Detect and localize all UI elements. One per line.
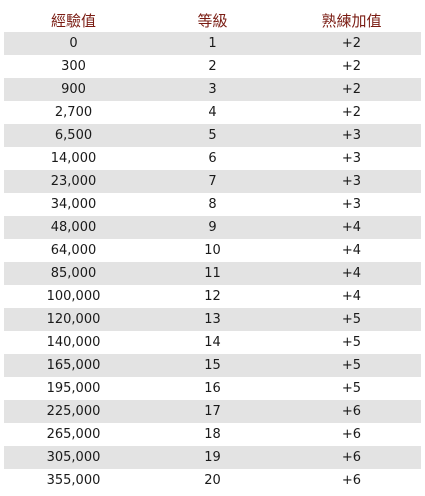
cell-proficiency-bonus: +5 [282, 308, 421, 331]
cell-proficiency-bonus: +5 [282, 377, 421, 400]
cell-proficiency-bonus: +3 [282, 170, 421, 193]
cell-experience: 355,000 [4, 469, 143, 492]
cell-experience: 225,000 [4, 400, 143, 423]
cell-experience: 120,000 [4, 308, 143, 331]
cell-proficiency-bonus: +6 [282, 400, 421, 423]
cell-level: 15 [143, 354, 282, 377]
cell-experience: 0 [4, 32, 143, 55]
cell-level: 18 [143, 423, 282, 446]
cell-level: 9 [143, 216, 282, 239]
cell-proficiency-bonus: +2 [282, 101, 421, 124]
cell-level: 4 [143, 101, 282, 124]
cell-experience: 265,000 [4, 423, 143, 446]
cell-level: 13 [143, 308, 282, 331]
cell-proficiency-bonus: +4 [282, 216, 421, 239]
cell-level: 11 [143, 262, 282, 285]
table-row: 6,500 5 +3 [4, 124, 421, 147]
cell-proficiency-bonus: +6 [282, 469, 421, 492]
cell-level: 20 [143, 469, 282, 492]
cell-experience: 2,700 [4, 101, 143, 124]
table-row: 100,000 12 +4 [4, 285, 421, 308]
table-row: 300 2 +2 [4, 55, 421, 78]
cell-proficiency-bonus: +2 [282, 55, 421, 78]
cell-experience: 85,000 [4, 262, 143, 285]
table-header-row: 經驗值 等級 熟練加值 [4, 8, 421, 32]
cell-level: 14 [143, 331, 282, 354]
table-row: 64,000 10 +4 [4, 239, 421, 262]
cell-proficiency-bonus: +4 [282, 239, 421, 262]
cell-experience: 34,000 [4, 193, 143, 216]
cell-level: 19 [143, 446, 282, 469]
table-row: 120,000 13 +5 [4, 308, 421, 331]
cell-experience: 300 [4, 55, 143, 78]
cell-proficiency-bonus: +2 [282, 32, 421, 55]
cell-proficiency-bonus: +5 [282, 331, 421, 354]
cell-level: 2 [143, 55, 282, 78]
cell-proficiency-bonus: +4 [282, 262, 421, 285]
cell-level: 3 [143, 78, 282, 101]
table-row: 195,000 16 +5 [4, 377, 421, 400]
cell-proficiency-bonus: +2 [282, 78, 421, 101]
table-row: 355,000 20 +6 [4, 469, 421, 492]
cell-experience: 48,000 [4, 216, 143, 239]
cell-level: 10 [143, 239, 282, 262]
header-level: 等級 [197, 11, 228, 30]
cell-proficiency-bonus: +6 [282, 423, 421, 446]
cell-experience: 100,000 [4, 285, 143, 308]
cell-experience: 900 [4, 78, 143, 101]
cell-experience: 140,000 [4, 331, 143, 354]
cell-proficiency-bonus: +5 [282, 354, 421, 377]
cell-experience: 14,000 [4, 147, 143, 170]
table-body: 0 1 +2 300 2 +2 900 3 +2 2,700 4 +2 6,500 5 +3 14,000 6 +… [4, 32, 421, 492]
cell-experience: 6,500 [4, 124, 143, 147]
table-row: 140,000 14 +5 [4, 331, 421, 354]
table-row: 225,000 17 +6 [4, 400, 421, 423]
table-row: 85,000 11 +4 [4, 262, 421, 285]
header-experience: 經驗值 [50, 11, 96, 30]
table-row: 2,700 4 +2 [4, 101, 421, 124]
table-row: 265,000 18 +6 [4, 423, 421, 446]
table-row: 165,000 15 +5 [4, 354, 421, 377]
cell-experience: 195,000 [4, 377, 143, 400]
cell-experience: 305,000 [4, 446, 143, 469]
cell-experience: 23,000 [4, 170, 143, 193]
cell-proficiency-bonus: +3 [282, 124, 421, 147]
cell-proficiency-bonus: +6 [282, 446, 421, 469]
cell-proficiency-bonus: +4 [282, 285, 421, 308]
table-row: 0 1 +2 [4, 32, 421, 55]
cell-level: 8 [143, 193, 282, 216]
cell-proficiency-bonus: +3 [282, 147, 421, 170]
cell-level: 5 [143, 124, 282, 147]
level-progression-table: 經驗值 等級 熟練加值 0 1 +2 300 2 +2 900 3 +2 2,700 4 +2 6,50… [4, 8, 421, 492]
table-row: 23,000 7 +3 [4, 170, 421, 193]
table-row: 14,000 6 +3 [4, 147, 421, 170]
table-row: 34,000 8 +3 [4, 193, 421, 216]
cell-level: 12 [143, 285, 282, 308]
cell-level: 17 [143, 400, 282, 423]
cell-level: 1 [143, 32, 282, 55]
cell-level: 16 [143, 377, 282, 400]
table-row: 48,000 9 +4 [4, 216, 421, 239]
cell-experience: 64,000 [4, 239, 143, 262]
table-row: 900 3 +2 [4, 78, 421, 101]
table-row: 305,000 19 +6 [4, 446, 421, 469]
cell-level: 7 [143, 170, 282, 193]
cell-proficiency-bonus: +3 [282, 193, 421, 216]
cell-experience: 165,000 [4, 354, 143, 377]
header-proficiency-bonus: 熟練加值 [321, 11, 382, 30]
cell-level: 6 [143, 147, 282, 170]
